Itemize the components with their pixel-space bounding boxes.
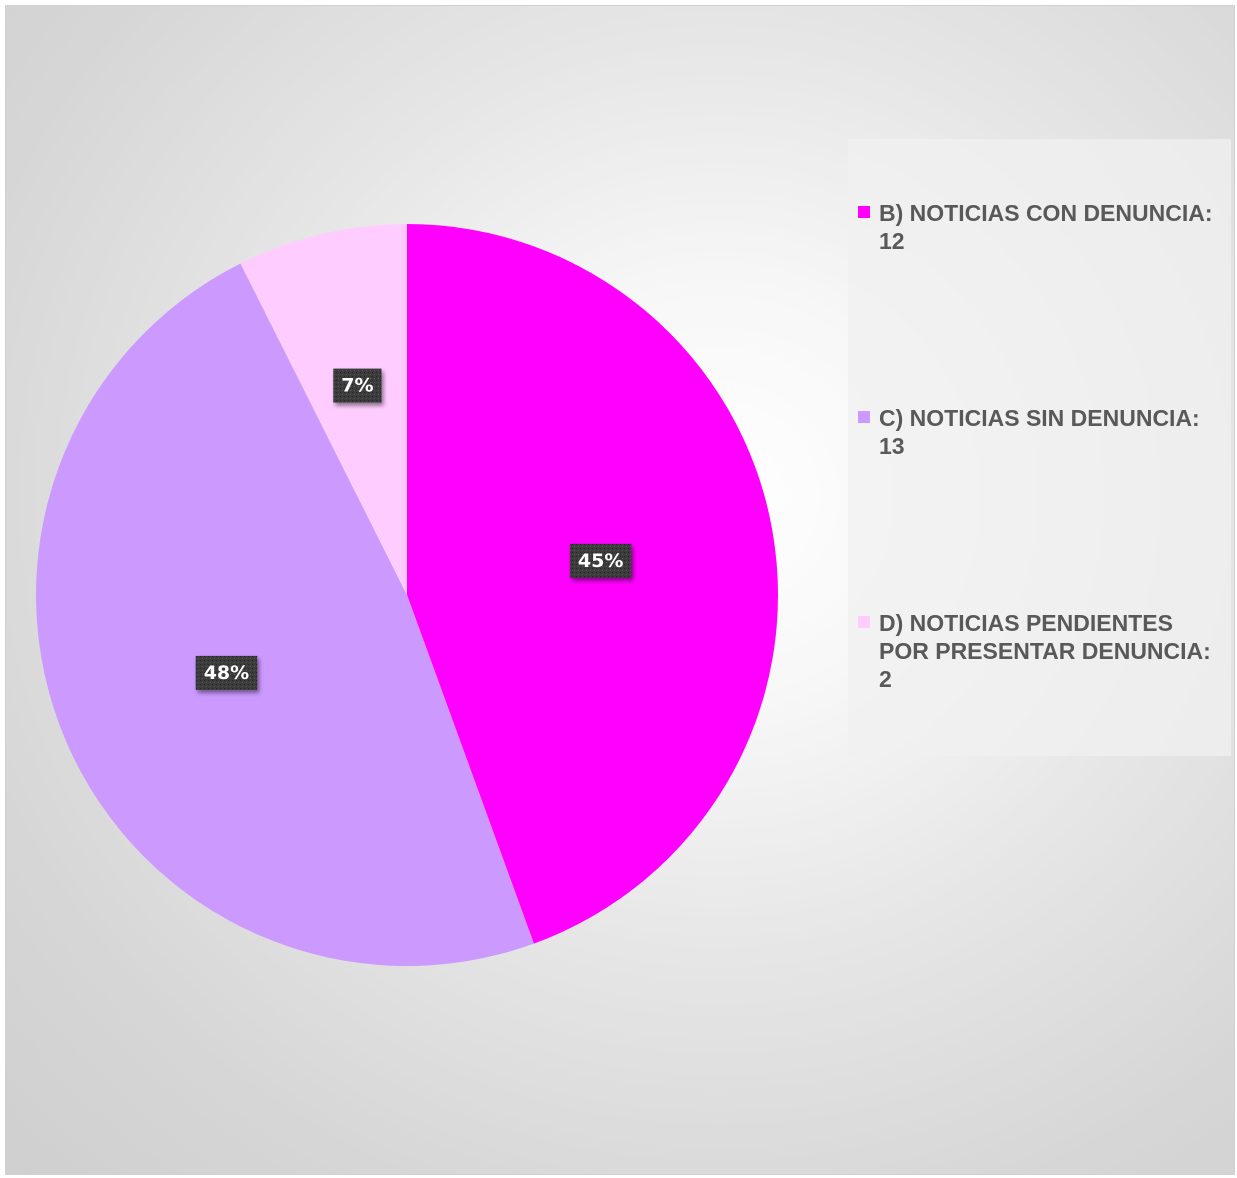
legend-swatch [858, 411, 870, 423]
pie-slice-con-denuncia [407, 224, 778, 944]
legend-item-con-denuncia: B) NOTICIAS CON DENUNCIA: 12 [858, 199, 1223, 255]
legend-swatch [858, 206, 870, 218]
pie-slices [35, 224, 778, 967]
pie-data-labels: 45% 48% 7% [195, 368, 632, 690]
pie-chart: 45% 48% 7% [35, 224, 778, 967]
legend-item-sin-denuncia: C) NOTICIAS SIN DENUNCIA: 13 [858, 404, 1223, 460]
data-label-text: 48% [204, 662, 249, 684]
data-label-box [333, 368, 382, 403]
data-label-text: 7% [341, 375, 373, 397]
legend-item-pendientes: D) NOTICIAS PENDIENTES POR PRESENTAR DEN… [858, 609, 1223, 693]
legend-label: B) NOTICIAS CON DENUNCIA: 12 [879, 200, 1213, 254]
data-label-pendientes: 7% [333, 368, 382, 403]
pie-slice-pendientes [240, 224, 407, 595]
legend-swatch [858, 616, 870, 628]
pie-slice-sin-denuncia [35, 263, 534, 967]
chart-area: 45% 48% 7% B) NOTICIAS CON DENUNCIA: 12 C)… [5, 5, 1235, 1175]
legend-label: D) NOTICIAS PENDIENTES POR PRESENTAR DEN… [879, 610, 1211, 692]
data-label-con-denuncia: 45% [569, 543, 632, 578]
data-label-box [569, 543, 632, 578]
data-label-box [195, 655, 258, 690]
data-label-sin-denuncia: 48% [195, 655, 258, 690]
legend-label: C) NOTICIAS SIN DENUNCIA: 13 [879, 405, 1200, 459]
data-label-text: 45% [578, 550, 623, 572]
legend: B) NOTICIAS CON DENUNCIA: 12 C) NOTICIAS… [848, 139, 1231, 756]
